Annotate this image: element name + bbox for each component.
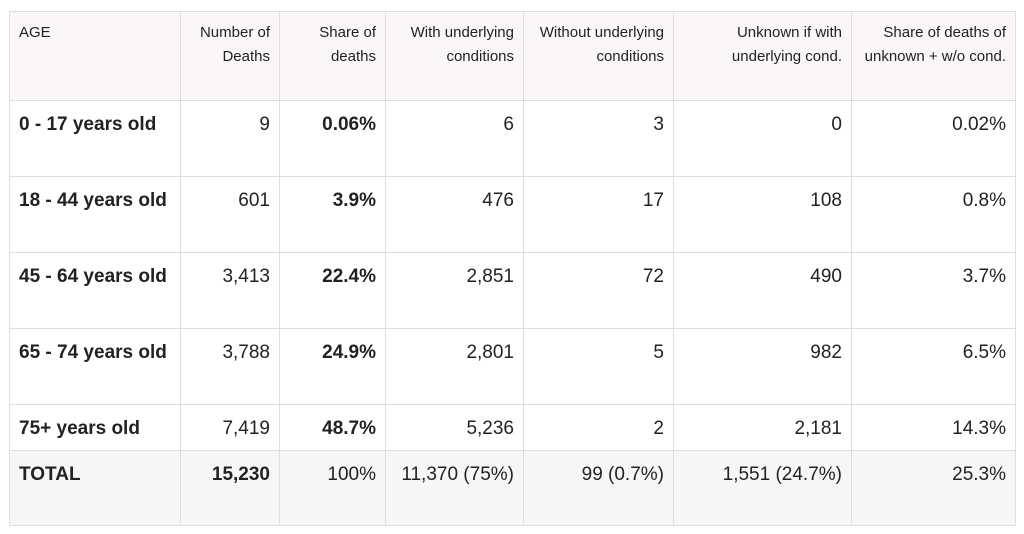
cell-share-of-deaths: 48.7% [279,404,386,451]
cell-unknown-underlying: 108 [673,176,852,253]
header-without-underlying-conditions: Without underlying conditions [523,11,674,101]
cell-with-underlying: 2,801 [385,328,524,405]
header-share-unknown-without: Share of deaths of unknown + w/o cond. [851,11,1016,101]
cell-with-underlying: 5,236 [385,404,524,451]
cell-share-unknown-without: 0.8% [851,176,1016,253]
cell-age: 0 - 17 years old [9,100,181,177]
cell-share-unknown-without: 6.5% [851,328,1016,405]
cell-age: 75+ years old [9,404,181,451]
cell-total-deaths: 15,230 [180,450,280,526]
table-row: 45 - 64 years old 3,413 22.4% 2,851 72 4… [9,252,1016,329]
header-with-underlying-conditions: With underlying conditions [385,11,524,101]
table-header: AGE Number of Deaths Share of deaths Wit… [9,11,1016,101]
cell-number-of-deaths: 601 [180,176,280,253]
cell-unknown-underlying: 0 [673,100,852,177]
table-row: 18 - 44 years old 601 3.9% 476 17 108 0.… [9,176,1016,253]
cell-total-without-underlying: 99 (0.7%) [523,450,674,526]
header-unknown-underlying: Unknown if with underlying cond. [673,11,852,101]
cell-total-share-unknown-without: 25.3% [851,450,1016,526]
cell-with-underlying: 6 [385,100,524,177]
cell-without-underlying: 72 [523,252,674,329]
table-body: 0 - 17 years old 9 0.06% 6 3 0 0.02% 18 … [9,100,1016,526]
cell-with-underlying: 476 [385,176,524,253]
cell-age: 65 - 74 years old [9,328,181,405]
cell-share-unknown-without: 3.7% [851,252,1016,329]
header-number-of-deaths: Number of Deaths [180,11,280,101]
cell-share-unknown-without: 0.02% [851,100,1016,177]
cell-age: 45 - 64 years old [9,252,181,329]
cell-without-underlying: 5 [523,328,674,405]
table-row: 75+ years old 7,419 48.7% 5,236 2 2,181 … [9,404,1016,451]
cell-unknown-underlying: 490 [673,252,852,329]
cell-unknown-underlying: 2,181 [673,404,852,451]
cell-with-underlying: 2,851 [385,252,524,329]
table-row: 0 - 17 years old 9 0.06% 6 3 0 0.02% [9,100,1016,177]
cell-without-underlying: 2 [523,404,674,451]
cell-without-underlying: 17 [523,176,674,253]
cell-share-unknown-without: 14.3% [851,404,1016,451]
cell-total-with-underlying: 11,370 (75%) [385,450,524,526]
cell-share-of-deaths: 0.06% [279,100,386,177]
cell-age: 18 - 44 years old [9,176,181,253]
cell-share-of-deaths: 24.9% [279,328,386,405]
cell-total-unknown-underlying: 1,551 (24.7%) [673,450,852,526]
table-row: 65 - 74 years old 3,788 24.9% 2,801 5 98… [9,328,1016,405]
cell-number-of-deaths: 9 [180,100,280,177]
cell-share-of-deaths: 3.9% [279,176,386,253]
deaths-by-age-table: AGE Number of Deaths Share of deaths Wit… [9,11,1016,526]
cell-number-of-deaths: 3,413 [180,252,280,329]
cell-unknown-underlying: 982 [673,328,852,405]
header-share-of-deaths: Share of deaths [279,11,386,101]
cell-total-label: TOTAL [9,450,181,526]
cell-number-of-deaths: 3,788 [180,328,280,405]
cell-without-underlying: 3 [523,100,674,177]
cell-share-of-deaths: 22.4% [279,252,386,329]
cell-total-share: 100% [279,450,386,526]
header-age: AGE [9,11,181,101]
header-row: AGE Number of Deaths Share of deaths Wit… [9,11,1016,101]
total-row: TOTAL 15,230 100% 11,370 (75%) 99 (0.7%)… [9,450,1016,526]
cell-number-of-deaths: 7,419 [180,404,280,451]
